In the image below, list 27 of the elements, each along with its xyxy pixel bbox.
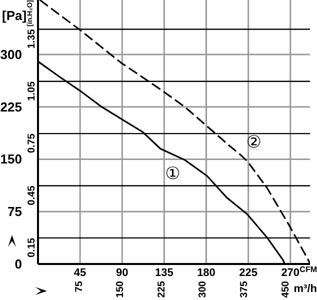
x-tick-label: 45 (74, 266, 86, 279)
y-axis-title: [Pa] (2, 8, 27, 23)
y2-tick-label: 0.75 (26, 133, 38, 154)
x-tick-label: 225 (239, 266, 258, 279)
annotation: ① (165, 164, 180, 184)
y2-tick-label: 1.05 (26, 80, 38, 101)
x-tick-label: 90 (116, 266, 128, 279)
x2-tick-label: 75 (74, 280, 85, 292)
y-tick-label: 300 (0, 46, 22, 62)
y-tick-label: 225 (0, 99, 22, 114)
x2-tick-label: 300 (198, 280, 209, 298)
y-tick-label: 75 (8, 204, 22, 220)
x2-tick-label: 150 (115, 280, 126, 298)
x2-tick-label: 375 (238, 280, 250, 298)
y-tick-label: 0 (14, 256, 22, 272)
x2-tick-label: 225 (156, 280, 168, 298)
x-tick-label: 180 (197, 266, 216, 279)
x2-tick-label: 450 (280, 280, 292, 298)
y2-tick-label: 0.15 (26, 237, 38, 258)
x-tick-label: 135 (155, 266, 174, 279)
y-tick-label: 150 (0, 152, 22, 167)
x-axis-title: CFM (300, 265, 317, 274)
x-tick-label: 270 (281, 266, 300, 279)
y2-tick-label: 1.35 (26, 28, 38, 49)
annotation: ② (246, 132, 262, 152)
x2-axis-title: m³/h (294, 283, 317, 295)
y2-tick-label: 0.45 (26, 185, 38, 206)
